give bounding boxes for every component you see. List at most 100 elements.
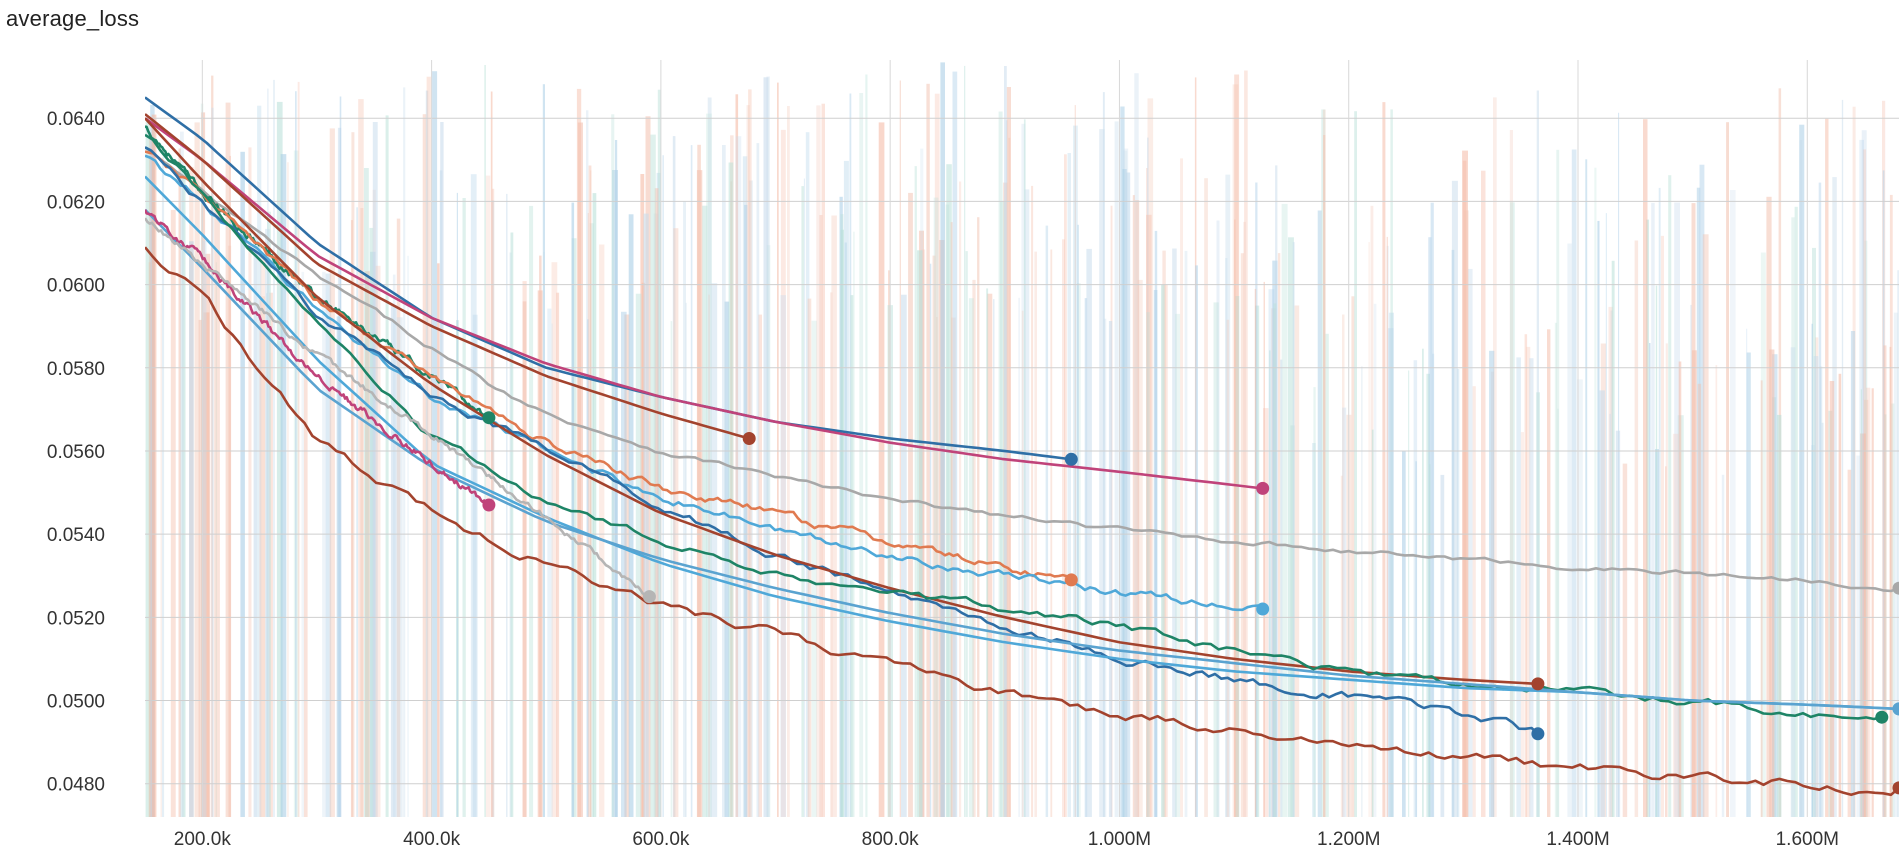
raw-noise-spike	[1277, 253, 1281, 817]
raw-noise-spike	[728, 162, 734, 817]
raw-noise-spike	[253, 235, 258, 817]
raw-noise-spike	[1832, 177, 1837, 817]
raw-noise-spike	[1646, 219, 1649, 817]
raw-noise-spike	[1440, 474, 1445, 817]
raw-noise-spike	[1794, 206, 1798, 817]
raw-noise-spike	[1386, 236, 1388, 817]
raw-noise-spike	[1103, 318, 1107, 817]
raw-noise-spike	[1204, 178, 1208, 817]
raw-noise-spike	[1408, 370, 1410, 817]
raw-noise-spike	[1463, 210, 1469, 817]
series-line	[145, 154, 1264, 612]
raw-noise-spike	[643, 213, 649, 817]
raw-noise-spike	[577, 122, 583, 817]
raw-noise-spike	[293, 150, 299, 817]
raw-noise-spike	[215, 262, 217, 817]
raw-noise-spike	[1766, 196, 1772, 817]
raw-noise-spike	[484, 65, 486, 817]
raw-noise-spike	[787, 106, 790, 817]
raw-noise-spike	[1871, 388, 1874, 817]
raw-noise-spike	[396, 218, 401, 817]
raw-noise-spike	[1847, 469, 1852, 817]
raw-noise-spike	[972, 279, 976, 817]
raw-noise-spike	[1294, 305, 1300, 817]
raw-noise-spike	[1153, 290, 1158, 817]
raw-noise-spike	[1243, 221, 1246, 817]
raw-noise-spike	[656, 172, 662, 817]
raw-noise-spike	[1811, 445, 1816, 817]
raw-noise-spike	[599, 244, 605, 817]
series-line	[145, 113, 750, 440]
raw-noise-spike	[1428, 237, 1432, 817]
raw-noise-spike	[1064, 154, 1067, 817]
raw-noise-spike	[650, 134, 656, 817]
raw-noise-spike	[1269, 350, 1271, 817]
raw-noise-spike	[297, 81, 300, 817]
axis-layer: 0.0640 0.0620 0.0600 0.0580 0.0560 0.0540 0.05…	[47, 109, 1839, 850]
raw-noise-spike	[1715, 365, 1718, 817]
marker-layer	[482, 411, 1899, 795]
raw-noise-spike	[592, 193, 597, 817]
raw-noise-spike	[1147, 137, 1149, 817]
raw-noise-spike	[276, 101, 283, 817]
raw-noise-spike	[1426, 373, 1430, 817]
raw-noise-spike	[748, 180, 753, 817]
raw-noise-spike	[735, 136, 742, 817]
raw-noise-spike	[1108, 321, 1113, 817]
series-end-marker	[482, 498, 496, 512]
raw-noise-spike	[1422, 348, 1424, 817]
raw-noise-spike	[611, 114, 615, 817]
raw-noise-spike	[1281, 203, 1288, 817]
raw-noise-spike	[295, 91, 297, 817]
raw-noise-spike	[587, 319, 589, 817]
raw-noise-spike	[336, 316, 341, 817]
series-line	[145, 117, 1263, 490]
series-end-marker	[1892, 781, 1899, 795]
raw-noise-spike	[365, 271, 370, 817]
raw-noise-spike	[1643, 119, 1648, 817]
raw-noise-spike	[303, 296, 308, 817]
raw-noise-spike	[683, 201, 686, 817]
raw-noise-spike	[1351, 296, 1355, 817]
raw-noise-spike	[1864, 240, 1868, 817]
raw-noise-spike	[1791, 217, 1795, 817]
raw-noise-spike	[816, 105, 821, 817]
series-end-marker	[1892, 581, 1899, 595]
series-end-marker	[1892, 702, 1899, 716]
raw-noise-spike	[878, 122, 885, 817]
raw-noise-spike	[1175, 313, 1181, 817]
raw-noise-spike	[1472, 386, 1476, 817]
raw-noise-spike	[1608, 306, 1613, 817]
raw-noise-spike	[301, 271, 305, 817]
raw-noise-spike	[1225, 174, 1231, 817]
grid-layer	[145, 60, 1899, 817]
x-tick-label: 1.000M	[1088, 829, 1151, 850]
raw-noise-spike	[1429, 464, 1431, 817]
raw-noise-spike	[1402, 451, 1406, 817]
raw-noise-spike	[1099, 129, 1105, 817]
raw-noise-spike	[1387, 328, 1394, 817]
raw-noise-spike	[946, 164, 952, 817]
raw-noise-spike	[1361, 366, 1363, 817]
y-tick-label: 0.0500	[47, 692, 105, 713]
raw-noise-spike	[1811, 323, 1813, 817]
raw-noise-spike	[1340, 475, 1343, 817]
raw-noise-spike	[1462, 150, 1468, 817]
raw-noise-spike	[462, 198, 466, 817]
raw-noise-spike	[1516, 357, 1521, 817]
raw-noise-spike	[777, 82, 779, 817]
raw-noise-spike	[396, 317, 403, 817]
raw-noise-spike	[1674, 202, 1680, 817]
raw-noise-spike	[571, 202, 575, 817]
raw-noise-spike	[151, 114, 157, 817]
raw-noise-spike	[951, 317, 956, 817]
raw-noise-spike	[273, 79, 275, 817]
raw-noise-spike	[539, 255, 542, 817]
raw-noise-spike	[1290, 425, 1295, 817]
raw-noise-spike	[1611, 260, 1615, 817]
series-line	[145, 150, 1073, 581]
raw-noise-spike	[672, 136, 676, 817]
raw-noise-spike	[831, 215, 837, 817]
raw-noise-spike	[1658, 187, 1661, 817]
series-end-marker	[1064, 452, 1078, 466]
